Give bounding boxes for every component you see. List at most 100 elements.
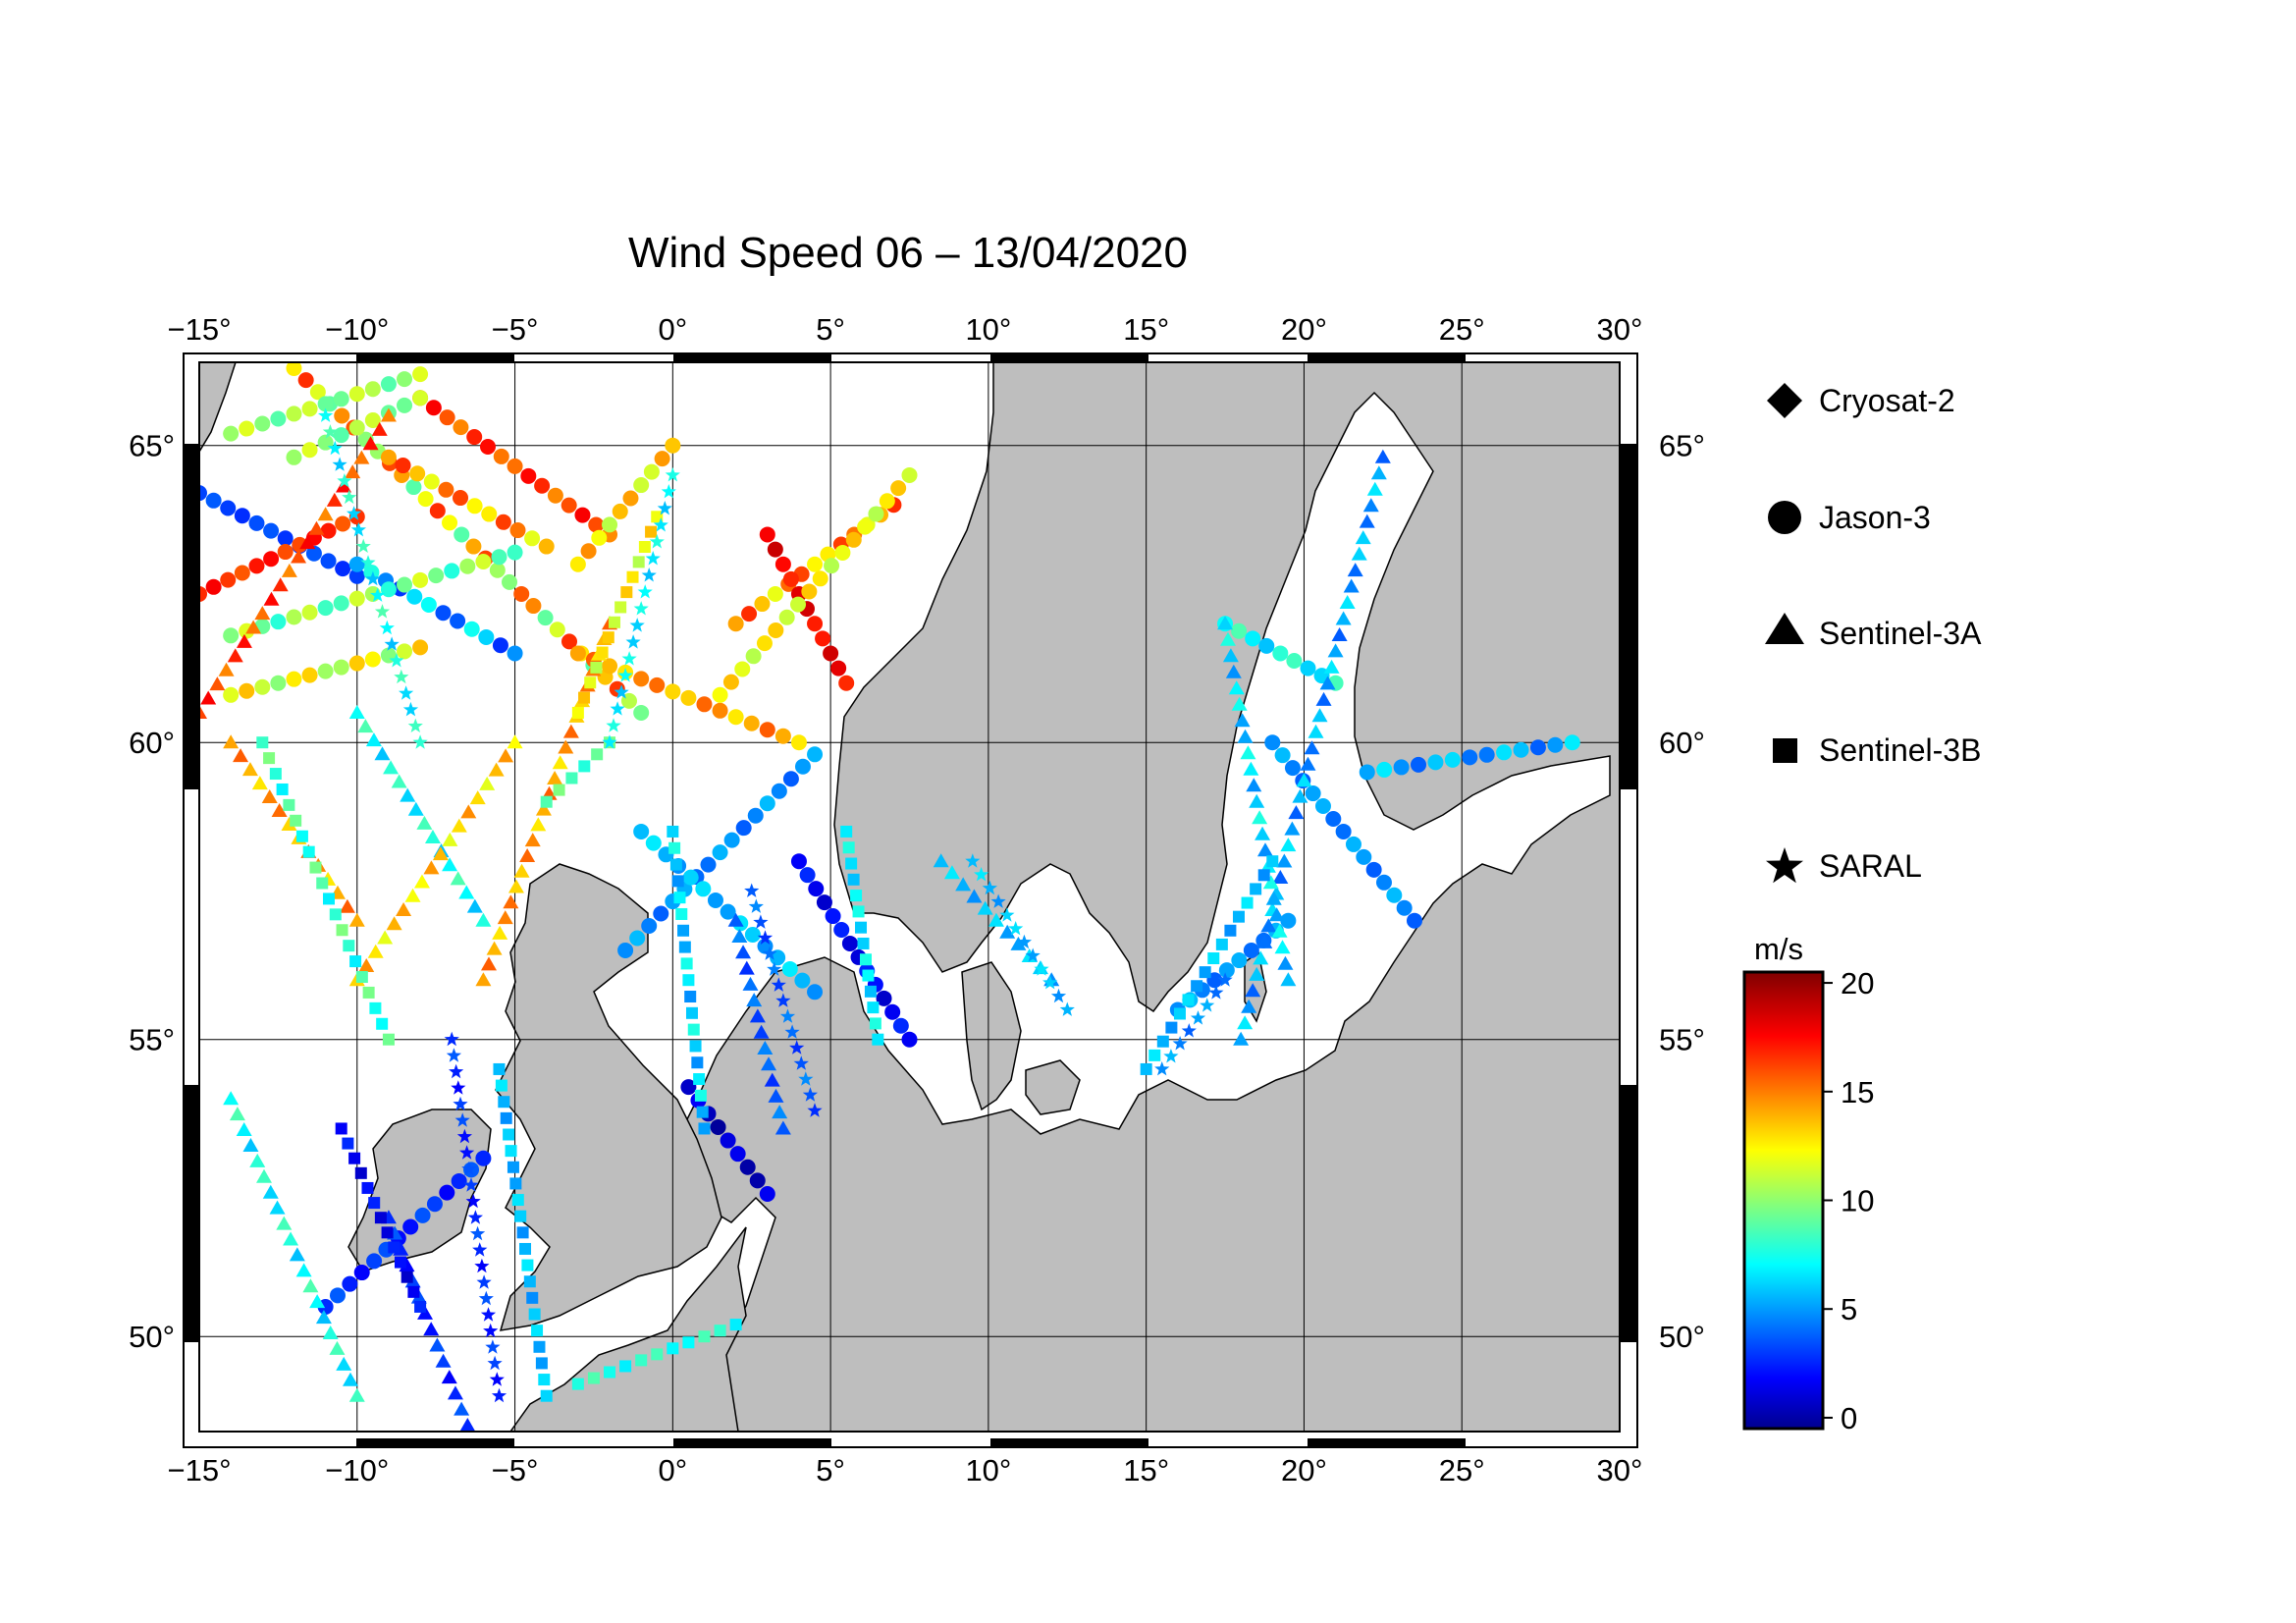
observation-star xyxy=(454,1112,470,1127)
observation-circle xyxy=(239,682,255,699)
observation-triangle xyxy=(1233,1031,1250,1046)
observation-circle xyxy=(1231,622,1248,639)
observation-circle xyxy=(317,396,334,412)
observation-circle xyxy=(574,507,591,523)
observation-square xyxy=(382,1033,395,1046)
observation-square xyxy=(867,1001,880,1014)
observation-circle xyxy=(239,420,255,437)
observation-star xyxy=(449,1063,464,1079)
observation-triangle xyxy=(291,549,307,564)
observation-triangle xyxy=(345,464,361,479)
observation-square xyxy=(316,877,329,890)
observation-circle xyxy=(1513,741,1529,758)
continental-europe-landmass xyxy=(509,1226,747,1432)
observation-square xyxy=(842,841,855,854)
observation-circle xyxy=(254,415,271,432)
legend-label-saral: SARAL xyxy=(1819,848,1922,884)
observation-square xyxy=(369,1001,382,1014)
observation-circle xyxy=(739,1159,756,1175)
observation-square xyxy=(368,1197,381,1210)
observation-triangle xyxy=(251,776,268,790)
observation-square xyxy=(602,631,614,644)
observation-triangle xyxy=(1249,793,1265,808)
observation-star xyxy=(350,521,366,537)
legend-item-cryosat-2: Cryosat-2 xyxy=(1767,383,1955,418)
observation-circle xyxy=(727,709,744,726)
observation-circle xyxy=(1393,759,1410,776)
observation-triangle xyxy=(262,1184,279,1199)
observation-star xyxy=(753,914,769,929)
map-area[interactable] xyxy=(191,360,1620,1432)
observation-circle xyxy=(1272,645,1289,662)
observation-star xyxy=(394,669,409,684)
observation-square xyxy=(696,1106,709,1118)
observation-circle xyxy=(720,1132,736,1149)
observation-circle xyxy=(612,503,628,519)
lon-tick-label-bottom: 15° xyxy=(1123,1453,1169,1488)
observation-circle xyxy=(1427,754,1444,771)
observation-circle xyxy=(741,606,758,622)
observation-star xyxy=(657,501,672,515)
observation-triangle xyxy=(1234,713,1251,728)
observation-triangle xyxy=(1268,907,1285,922)
observation-circle xyxy=(301,667,318,683)
observation-triangle xyxy=(1327,643,1344,658)
observation-square xyxy=(645,525,658,538)
observation-star xyxy=(798,1071,814,1086)
observation-triangle xyxy=(1331,626,1348,641)
observation-circle xyxy=(1529,739,1546,756)
observation-circle xyxy=(722,674,739,690)
observation-square xyxy=(388,1241,400,1254)
observation-circle xyxy=(569,645,586,662)
observation-triangle xyxy=(276,1216,293,1230)
observation-circle xyxy=(380,376,397,393)
legend-item-jason-3: Jason-3 xyxy=(1768,500,1931,535)
observation-circle xyxy=(641,917,658,934)
observation-triangle xyxy=(507,734,523,749)
observation-circle xyxy=(774,728,791,744)
observation-circle xyxy=(363,564,380,580)
observation-star xyxy=(784,1024,800,1039)
observation-triangle xyxy=(442,857,458,872)
observation-square xyxy=(407,1285,420,1298)
observation-circle xyxy=(270,614,287,630)
observation-star xyxy=(384,636,400,651)
observation-circle xyxy=(507,544,523,561)
wind-speed-observations xyxy=(199,362,1580,1432)
observation-circle xyxy=(720,903,736,920)
observation-star xyxy=(491,1387,507,1403)
observation-circle xyxy=(665,437,681,454)
observation-circle xyxy=(301,401,318,417)
lon-tick-label-top: −10° xyxy=(325,312,389,347)
observation-star xyxy=(775,993,791,1007)
observation-triangle xyxy=(1370,465,1387,480)
observation-circle xyxy=(743,715,760,731)
legend-label-sentinel-3b: Sentinel-3B xyxy=(1819,732,1981,768)
observation-circle xyxy=(478,628,495,645)
latitude-labels-left: 50° 55° 60° 65° xyxy=(129,429,175,1354)
observation-circle xyxy=(901,1031,918,1048)
observation-square xyxy=(509,1177,522,1190)
observation-circle xyxy=(830,660,847,676)
observation-circle xyxy=(509,522,526,539)
observation-circle xyxy=(286,609,302,625)
observation-circle xyxy=(348,556,365,572)
observation-circle xyxy=(868,506,884,522)
observation-circle xyxy=(234,508,250,524)
observation-circle xyxy=(756,635,773,652)
observation-circle xyxy=(549,622,565,638)
observation-circle xyxy=(417,491,434,508)
observation-triangle xyxy=(442,832,458,846)
observation-square xyxy=(685,1006,698,1019)
observation-square xyxy=(1241,896,1254,909)
observation-square xyxy=(503,1128,515,1141)
observation-star xyxy=(487,1355,503,1371)
lon-tick-label-top: 5° xyxy=(816,312,845,347)
observation-star xyxy=(744,883,760,897)
observation-square xyxy=(498,1096,510,1109)
observation-circle xyxy=(481,506,498,522)
observation-circle xyxy=(466,429,483,446)
colorbar-tick-label: 5 xyxy=(1841,1292,1857,1326)
observation-circle xyxy=(409,465,426,482)
legend-item-saral: SARAL xyxy=(1766,847,1922,884)
